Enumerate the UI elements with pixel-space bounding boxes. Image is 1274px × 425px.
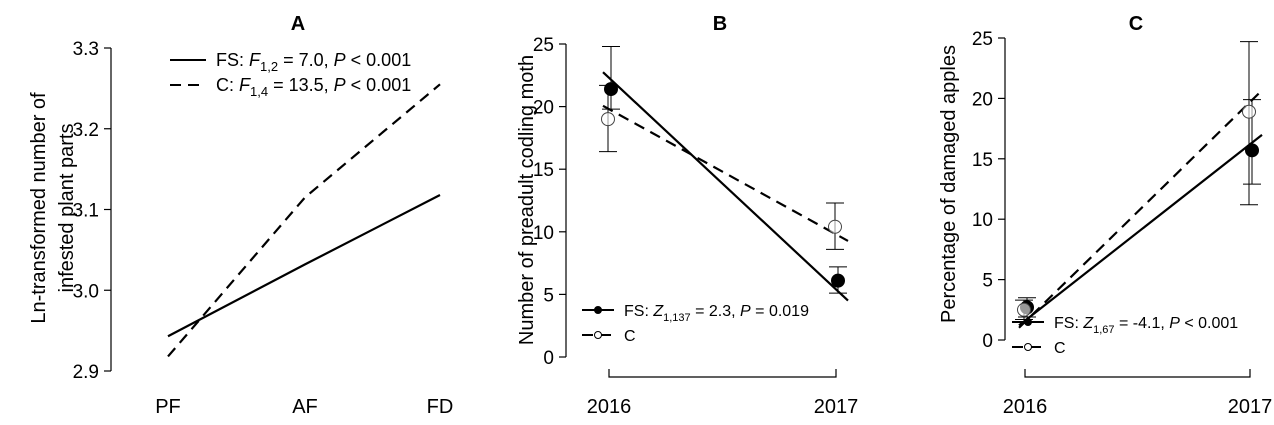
y-axis-label: Ln-transformed number of — [28, 92, 50, 324]
x-axis-bracket — [608, 369, 837, 378]
y-tick-label: 20 — [972, 89, 993, 110]
legend: FS: Z1,137 = 2.3, P = 0.019 C — [582, 303, 809, 345]
y-tick-label: 15 — [533, 160, 554, 181]
x-tick-label: AF — [292, 396, 318, 418]
legend-entry: FS: Z1,137 = 2.3, P = 0.019 — [624, 303, 809, 324]
x-axis-bracket — [1024, 369, 1251, 378]
y-tick-label: 10 — [972, 210, 993, 231]
y-tick-label: 5 — [543, 285, 554, 306]
series-fit-line — [602, 71, 849, 302]
y-tick-label: 25 — [972, 29, 993, 50]
legend-entry: FS: F1,2 = 7.0, P < 0.001 — [216, 50, 411, 74]
legend-marker — [1024, 343, 1032, 351]
x-tick-label: PF — [155, 396, 181, 418]
data-point — [1245, 143, 1259, 158]
legend-entry: FS: Z1,67 = -4.1, P < 0.001 — [1054, 315, 1238, 336]
legend-marker — [594, 331, 602, 339]
y-tick-label: 3.3 — [73, 39, 99, 60]
series-fit-line — [1018, 89, 1263, 329]
y-axis-label: Percentage of damaged apples — [938, 45, 960, 323]
legend-entry: C — [624, 328, 636, 345]
y-tick-label: 10 — [533, 223, 554, 244]
series-FS — [1018, 99, 1263, 327]
legend-entry: C: F1,4 = 13.5, P < 0.001 — [216, 75, 411, 99]
series-line — [167, 83, 441, 358]
series-fit-line — [602, 104, 849, 242]
y-axis-label: Number of preadult codling moth — [516, 55, 538, 345]
y-tick-label: 3.1 — [73, 201, 99, 222]
y-tick-label: 25 — [533, 35, 554, 56]
panel-title: B — [713, 13, 727, 35]
data-point — [828, 219, 842, 234]
x-tick-label: 2016 — [1003, 396, 1048, 418]
series-FS — [602, 46, 849, 302]
y-tick-label: 0 — [543, 348, 554, 369]
y-tick-label: 3.0 — [73, 281, 99, 302]
series-C — [1015, 41, 1263, 329]
legend-marker — [1024, 318, 1032, 326]
y-tick-label: 3.2 — [73, 120, 99, 141]
data-point — [601, 112, 615, 127]
series-FS — [167, 193, 441, 338]
x-tick-label: 2016 — [587, 396, 632, 418]
data-point — [604, 82, 618, 97]
series-line — [167, 193, 441, 338]
series-C — [599, 84, 849, 250]
y-tick-label: 0 — [982, 331, 993, 352]
panel-title: C — [1129, 13, 1143, 35]
y-tick-label: 2.9 — [73, 362, 99, 383]
legend: FS: Z1,67 = -4.1, P < 0.001 C — [1012, 315, 1238, 357]
y-tick-label: 5 — [982, 271, 993, 292]
series-C — [167, 83, 441, 358]
panel-C: C 0 5 10 15 20 25 Percentage of damaged apples 2… — [938, 13, 1272, 418]
legend-marker — [594, 306, 602, 314]
data-point — [831, 273, 845, 288]
panel-title: A — [291, 13, 305, 35]
y-tick-label: 15 — [972, 150, 993, 171]
panel-A: A 2.9 3.0 3.1 3.2 3.3 Ln-transformed number of… — [28, 13, 453, 418]
x-tick-label: 2017 — [1228, 396, 1273, 418]
series-fit-line — [1018, 134, 1263, 327]
y-axis-label: infested plant parts — [56, 124, 78, 293]
legend-entry: C — [1054, 340, 1066, 357]
data-point — [1242, 104, 1256, 119]
x-tick-label: 2017 — [814, 396, 859, 418]
x-tick-label: FD — [427, 396, 454, 418]
data-point — [1017, 302, 1031, 317]
y-tick-label: 20 — [533, 98, 554, 119]
